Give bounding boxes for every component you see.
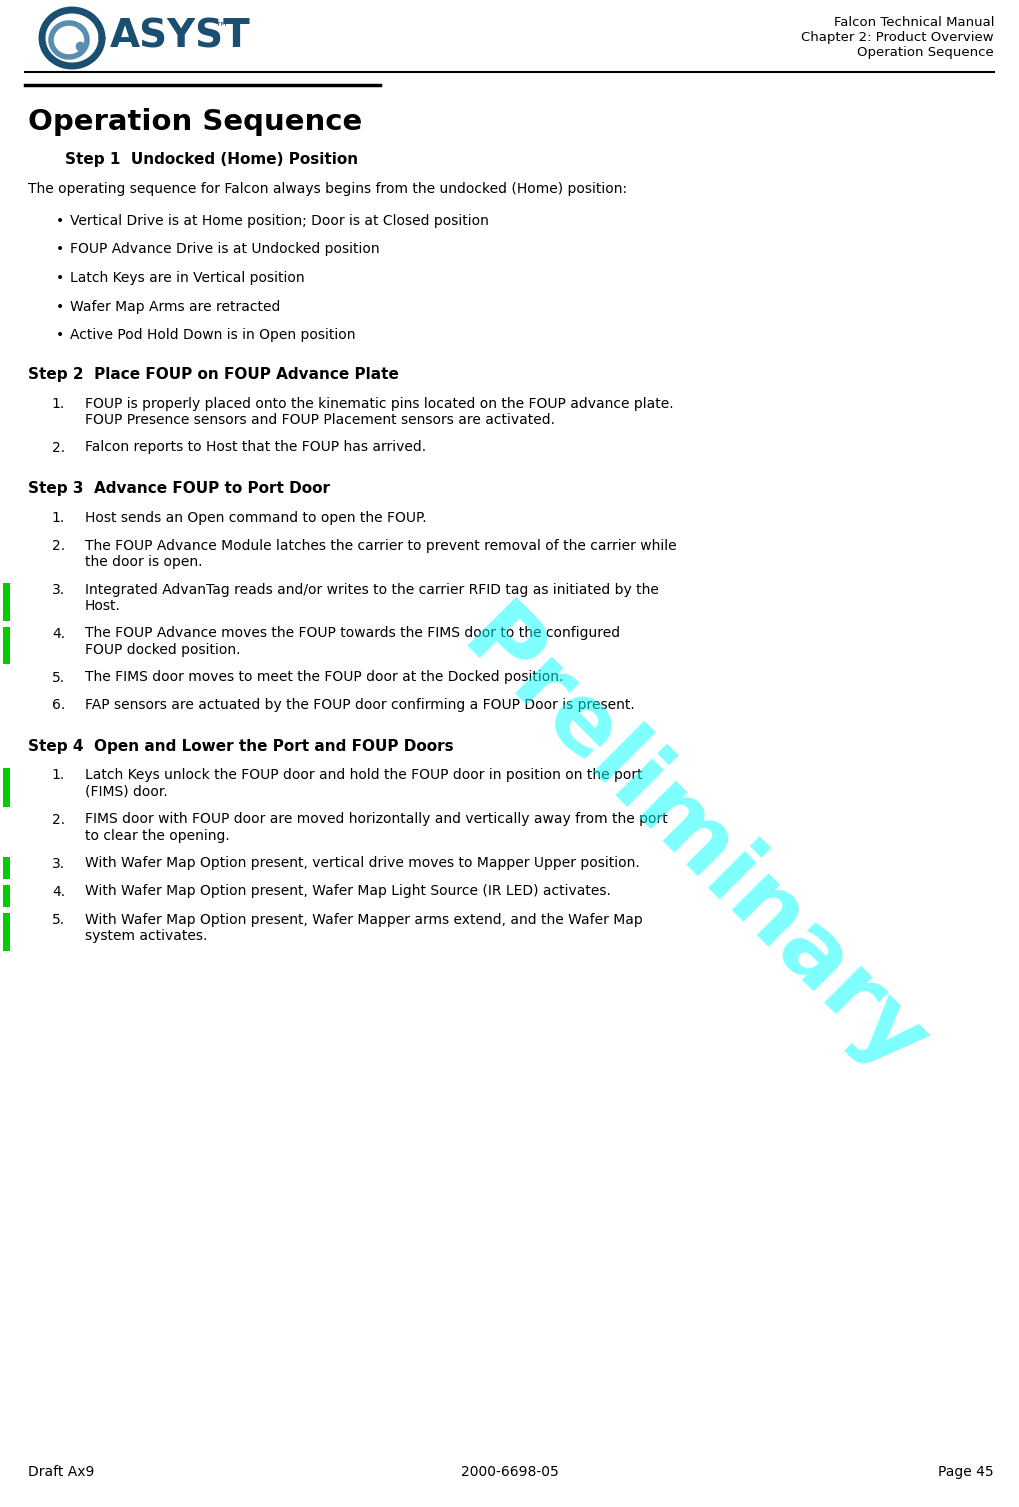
Text: 2000-6698-05: 2000-6698-05 [461,1465,558,1478]
Text: 4.: 4. [52,885,65,898]
Text: Host sends an Open command to open the FOUP.: Host sends an Open command to open the F… [85,511,427,524]
Text: Chapter 2: Product Overview: Chapter 2: Product Overview [801,32,994,44]
Bar [3,885,10,907]
Text: Page 45: Page 45 [938,1465,994,1478]
Text: Step 1  Undocked (Home) Position: Step 1 Undocked (Home) Position [65,152,358,167]
Text: 1.: 1. [52,396,65,410]
Text: 2.: 2. [52,538,65,553]
Text: The FOUP Advance Module latches the carrier to prevent removal of the carrier wh: The FOUP Advance Module latches the carr… [85,538,677,568]
Text: 5.: 5. [52,671,65,684]
Text: Integrated AdvanTag reads and/or writes to the carrier RFID tag as initiated by : Integrated AdvanTag reads and/or writes … [85,583,659,613]
Text: Falcon reports to Host that the FOUP has arrived.: Falcon reports to Host that the FOUP has… [85,440,426,455]
Text: •: • [56,300,64,313]
Text: 5.: 5. [52,913,65,927]
Text: Step 4  Open and Lower the Port and FOUP Doors: Step 4 Open and Lower the Port and FOUP … [28,738,453,754]
Bar [3,583,10,621]
Text: Falcon Technical Manual: Falcon Technical Manual [834,17,994,29]
Text: 2.: 2. [52,440,65,455]
Text: With Wafer Map Option present, Wafer Map Light Source (IR LED) activates.: With Wafer Map Option present, Wafer Map… [85,885,610,898]
Text: Operation Sequence: Operation Sequence [28,109,362,136]
Text: Latch Keys are in Vertical position: Latch Keys are in Vertical position [70,271,305,285]
Text: Latch Keys unlock the FOUP door and hold the FOUP door in position on the port
(: Latch Keys unlock the FOUP door and hold… [85,769,643,799]
Text: With Wafer Map Option present, Wafer Mapper arms extend, and the Wafer Map
syste: With Wafer Map Option present, Wafer Map… [85,913,643,943]
Text: •: • [56,271,64,285]
Text: The FIMS door moves to meet the FOUP door at the Docked position.: The FIMS door moves to meet the FOUP doo… [85,671,564,684]
Text: Step 3  Advance FOUP to Port Door: Step 3 Advance FOUP to Port Door [28,481,330,496]
Text: FOUP Advance Drive is at Undocked position: FOUP Advance Drive is at Undocked positi… [70,243,380,256]
Text: FIMS door with FOUP door are moved horizontally and vertically away from the por: FIMS door with FOUP door are moved horiz… [85,812,667,842]
Text: •: • [56,329,64,342]
Text: Operation Sequence: Operation Sequence [857,47,994,59]
Text: 1.: 1. [52,511,65,524]
Text: 3.: 3. [52,856,65,871]
Text: Preliminary: Preliminary [443,594,943,1094]
Text: With Wafer Map Option present, vertical drive moves to Mapper Upper position.: With Wafer Map Option present, vertical … [85,856,640,871]
Text: FOUP is properly placed onto the kinematic pins located on the FOUP advance plat: FOUP is properly placed onto the kinemat… [85,396,674,426]
Text: •: • [56,214,64,228]
Text: The operating sequence for Falcon always begins from the undocked (Home) positio: The operating sequence for Falcon always… [28,182,627,196]
Text: FAP sensors are actuated by the FOUP door confirming a FOUP Door is present.: FAP sensors are actuated by the FOUP doo… [85,699,635,713]
Bar [3,627,10,665]
Text: Step 2  Place FOUP on FOUP Advance Plate: Step 2 Place FOUP on FOUP Advance Plate [28,366,398,381]
Text: Vertical Drive is at Home position; Door is at Closed position: Vertical Drive is at Home position; Door… [70,214,489,228]
Text: Draft Ax9: Draft Ax9 [28,1465,95,1478]
Text: ASYST: ASYST [110,17,251,54]
Bar [3,769,10,806]
Text: 2.: 2. [52,812,65,826]
Text: •: • [56,243,64,256]
Bar [3,856,10,879]
Text: 6.: 6. [52,699,65,713]
Text: The FOUP Advance moves the FOUP towards the FIMS door to the configured
FOUP doc: The FOUP Advance moves the FOUP towards … [85,627,621,657]
Text: Wafer Map Arms are retracted: Wafer Map Arms are retracted [70,300,280,313]
Text: 3.: 3. [52,583,65,597]
Bar [3,913,10,951]
Text: 1.: 1. [52,769,65,782]
Text: ™: ™ [215,20,229,35]
Text: Active Pod Hold Down is in Open position: Active Pod Hold Down is in Open position [70,329,356,342]
Text: 4.: 4. [52,627,65,640]
